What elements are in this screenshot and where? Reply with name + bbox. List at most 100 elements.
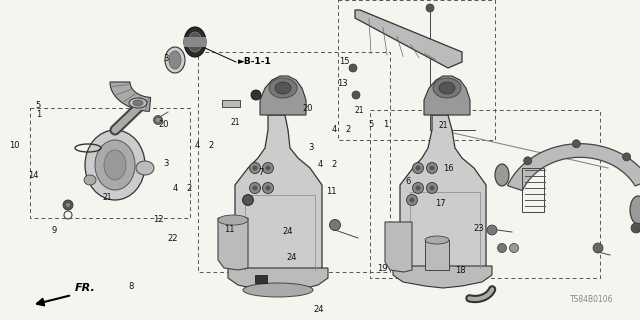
Ellipse shape [243, 283, 313, 297]
Ellipse shape [495, 164, 509, 186]
Circle shape [262, 163, 273, 173]
Circle shape [593, 243, 603, 253]
Text: 1: 1 [383, 120, 388, 129]
Text: 11: 11 [224, 225, 234, 234]
Circle shape [509, 244, 518, 252]
Text: 11: 11 [326, 188, 337, 196]
Text: 12: 12 [154, 215, 164, 224]
Circle shape [253, 165, 257, 171]
Polygon shape [355, 10, 462, 68]
Text: 3: 3 [164, 54, 169, 63]
Text: 21: 21 [231, 118, 240, 127]
Bar [184, 37, 206, 47]
Text: 24: 24 [283, 227, 293, 236]
Ellipse shape [136, 161, 154, 175]
Circle shape [266, 186, 271, 190]
Bar [522, 168, 544, 212]
Circle shape [262, 182, 273, 194]
Ellipse shape [275, 82, 291, 94]
Text: 9: 9 [52, 226, 57, 235]
Ellipse shape [439, 82, 455, 94]
Text: 2: 2 [332, 160, 337, 169]
Ellipse shape [165, 47, 185, 73]
Text: FR.: FR. [75, 283, 96, 293]
Circle shape [426, 4, 434, 12]
Text: 20: 20 [158, 120, 168, 129]
Text: 17: 17 [435, 199, 445, 208]
Circle shape [253, 186, 257, 190]
Text: 7: 7 [259, 168, 264, 177]
Circle shape [250, 163, 260, 173]
Circle shape [415, 165, 420, 171]
Bar [30, 108, 190, 218]
Circle shape [352, 91, 360, 99]
Circle shape [623, 153, 630, 161]
Text: TS84B0106: TS84B0106 [570, 295, 614, 305]
Text: 5: 5 [369, 120, 374, 129]
Circle shape [413, 182, 424, 194]
Circle shape [410, 197, 415, 203]
Circle shape [429, 165, 435, 171]
Text: 20: 20 [302, 104, 312, 113]
Ellipse shape [269, 78, 297, 98]
Circle shape [251, 90, 261, 100]
Ellipse shape [218, 215, 248, 225]
Circle shape [266, 165, 271, 171]
Circle shape [66, 203, 70, 207]
Text: 16: 16 [443, 164, 453, 173]
Circle shape [243, 195, 253, 205]
Circle shape [250, 182, 260, 194]
Circle shape [572, 140, 580, 148]
Text: 2: 2 [186, 184, 191, 193]
Ellipse shape [129, 98, 147, 108]
Circle shape [243, 195, 253, 205]
Text: 14: 14 [28, 172, 38, 180]
Text: 4: 4 [317, 160, 323, 169]
Text: 18: 18 [456, 266, 466, 275]
Circle shape [154, 116, 163, 124]
Ellipse shape [95, 140, 135, 190]
Ellipse shape [85, 130, 145, 200]
Text: 21: 21 [103, 193, 112, 202]
Circle shape [415, 186, 420, 190]
Text: 24: 24 [314, 305, 324, 314]
Bar [198, 52, 390, 272]
Text: 13: 13 [337, 79, 348, 88]
Circle shape [349, 64, 357, 72]
Ellipse shape [169, 51, 181, 69]
Text: 4: 4 [332, 125, 337, 134]
Text: 4: 4 [173, 184, 178, 193]
Text: 10: 10 [9, 141, 19, 150]
Circle shape [429, 186, 435, 190]
Circle shape [406, 195, 417, 205]
Polygon shape [400, 115, 486, 275]
Ellipse shape [188, 32, 202, 52]
Circle shape [413, 163, 424, 173]
Ellipse shape [630, 196, 640, 224]
Text: 19: 19 [378, 264, 388, 273]
Circle shape [330, 220, 340, 230]
Text: 15: 15 [339, 57, 349, 66]
Bar [222, 100, 240, 107]
Circle shape [524, 157, 532, 165]
Circle shape [426, 163, 438, 173]
Circle shape [156, 118, 160, 122]
Ellipse shape [184, 27, 206, 57]
Bar [255, 275, 267, 283]
Text: 24: 24 [286, 253, 296, 262]
Polygon shape [385, 222, 412, 272]
Polygon shape [235, 115, 322, 277]
Circle shape [631, 223, 640, 233]
Polygon shape [228, 268, 328, 292]
Polygon shape [260, 76, 306, 115]
Text: 4: 4 [195, 141, 200, 150]
Text: 8: 8 [129, 282, 134, 291]
Text: ►B-1-1: ►B-1-1 [238, 58, 272, 67]
Circle shape [487, 225, 497, 235]
Circle shape [246, 197, 250, 203]
Ellipse shape [104, 150, 126, 180]
Text: 6: 6 [406, 177, 411, 186]
Text: 22: 22 [168, 234, 178, 243]
Text: 21: 21 [438, 121, 447, 130]
Ellipse shape [433, 78, 461, 98]
